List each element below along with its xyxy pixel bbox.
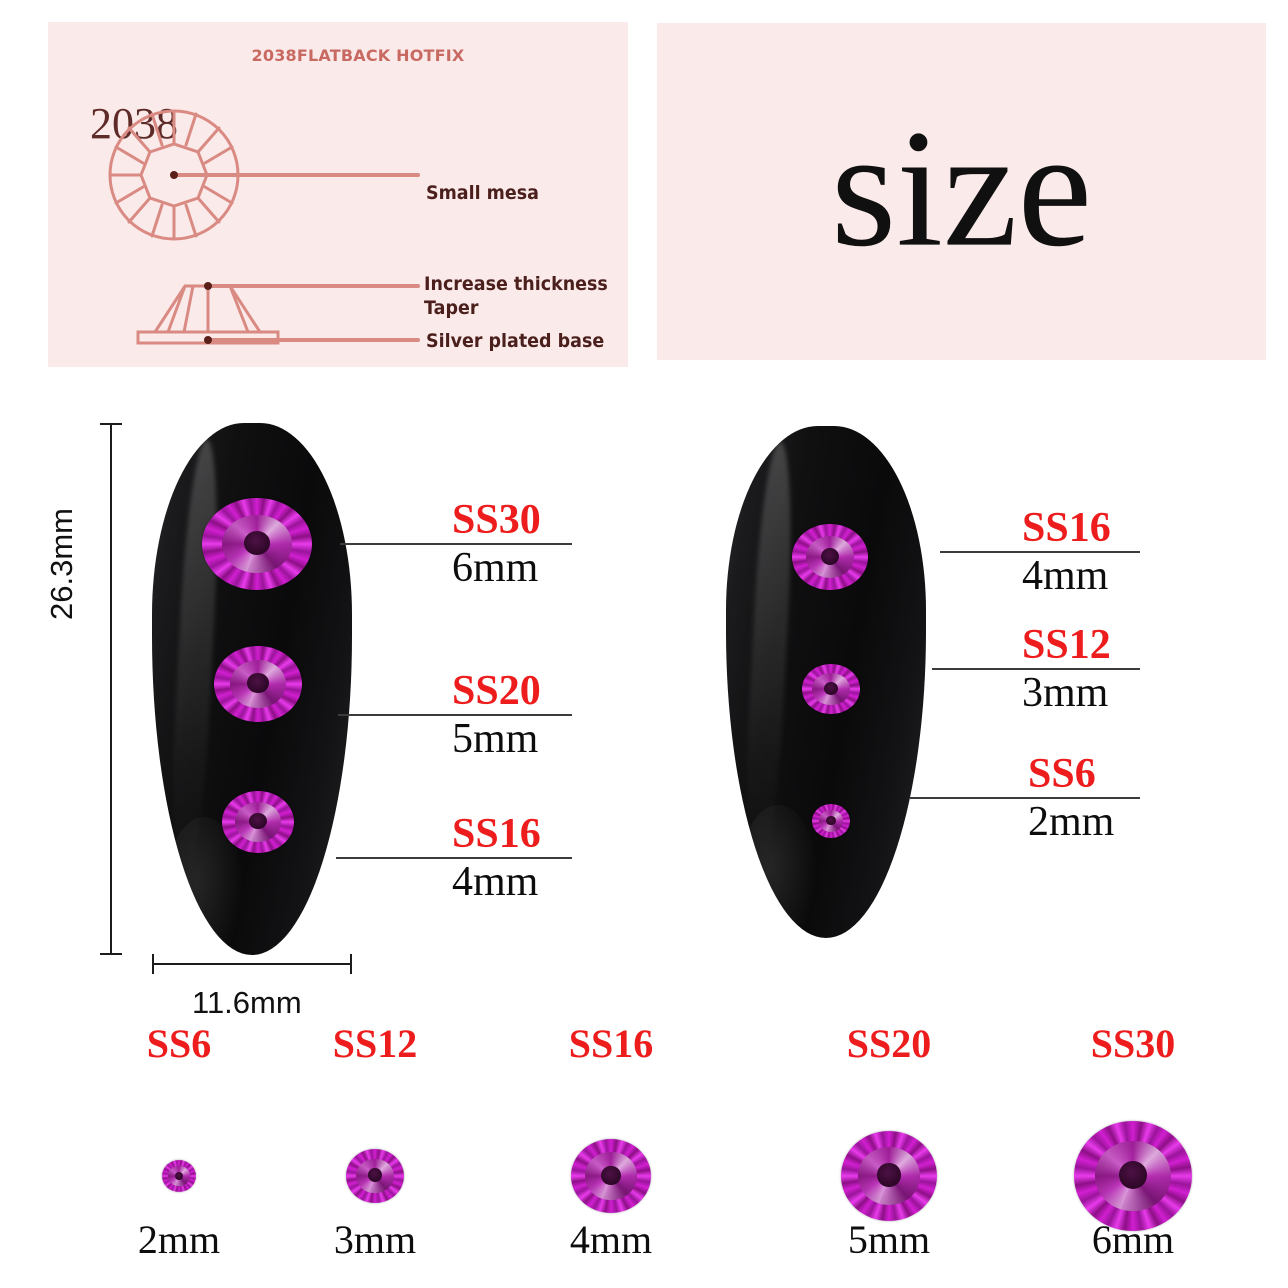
gem-center — [247, 673, 269, 694]
dimension-line-height — [100, 423, 122, 955]
callout-ss-label: SS20 — [452, 668, 541, 714]
callout-ss-label: SS16 — [452, 811, 541, 857]
gem-center — [820, 547, 840, 565]
size-row-item-ss12: SS12 3mm — [282, 1024, 468, 1260]
callout-mm-label: 2mm — [1028, 799, 1115, 845]
callout-mm-label: 5mm — [452, 716, 539, 762]
size-row-item-ss16: SS16 4mm — [518, 1024, 704, 1260]
size-row-item-ss20: SS20 5mm — [796, 1024, 982, 1260]
callout-mm-label: 4mm — [1022, 553, 1109, 599]
nail-left — [152, 423, 352, 955]
gem-ss16 — [792, 524, 868, 590]
dimension-height-text: 26.3mm — [44, 508, 79, 620]
callout-ss-label: SS6 — [1028, 751, 1096, 797]
leader-line-ss16-right — [940, 551, 1140, 553]
gem-center — [826, 816, 836, 826]
diagram-label-silver-plated-base: Silver plated base — [426, 330, 605, 352]
size-row-mm-label: 3mm — [333, 1217, 417, 1262]
size-row-mm-label: 6mm — [1091, 1217, 1175, 1262]
diagram-label-taper: Taper — [424, 297, 479, 319]
diagram-label-increase-thickness: Increase thickness — [424, 273, 608, 295]
size-row-ss-label: SS30 — [1090, 1021, 1176, 1066]
dimension-line-width — [152, 954, 352, 974]
leader-line-ss12 — [932, 668, 1140, 670]
gem-ss16 — [222, 791, 294, 853]
callout-ss-label: SS30 — [452, 497, 541, 543]
size-row-ss-label: SS6 — [146, 1021, 212, 1066]
callout-ss-label: SS16 — [1022, 505, 1111, 551]
diagram-label-small-mesa: Small mesa — [426, 182, 539, 204]
leader-line-ss20 — [338, 714, 572, 716]
dimension-width-text: 11.6mm — [192, 985, 302, 1020]
leader-line-ss30 — [340, 543, 572, 545]
size-row-mm-label: 5mm — [847, 1217, 931, 1262]
gem-ss30 — [202, 498, 312, 590]
gem-center — [249, 813, 267, 830]
gem-center — [601, 1165, 621, 1185]
flatback-structure-drawing — [108, 109, 420, 345]
gem-ss6 — [162, 1160, 196, 1192]
callout-mm-label: 6mm — [452, 545, 539, 591]
gem-center — [1118, 1160, 1148, 1190]
nail-right — [726, 426, 926, 938]
size-row-ss-label: SS16 — [568, 1021, 654, 1066]
callout-ss-label: SS12 — [1022, 622, 1111, 668]
gem-ss20 — [841, 1131, 937, 1221]
gem-center — [877, 1163, 901, 1187]
gem-ss12 — [802, 664, 860, 714]
size-row-item-ss30: SS30 6mm — [1040, 1024, 1226, 1260]
gem-center — [824, 682, 838, 695]
gem-ss20 — [214, 646, 302, 722]
leader-line-ss16-left — [336, 857, 572, 859]
gem-ss16 — [571, 1139, 651, 1213]
size-row-mm-label: 2mm — [137, 1217, 221, 1262]
size-row-mm-label: 4mm — [569, 1217, 653, 1262]
leader-line-ss6 — [910, 797, 1140, 799]
size-heading-panel: size — [657, 23, 1266, 360]
gem-ss30 — [1074, 1121, 1192, 1231]
diagram-title: 2038FLATBACK HOTFIX — [251, 46, 465, 65]
gem-center — [368, 1168, 382, 1183]
size-row-ss-label: SS12 — [332, 1021, 418, 1066]
gem-ss12 — [346, 1149, 404, 1203]
size-heading-text: size — [830, 95, 1093, 282]
size-row-ss-label: SS20 — [846, 1021, 932, 1066]
size-row-item-ss6: SS6 2mm — [86, 1024, 272, 1260]
gem-ss6 — [812, 804, 850, 838]
callout-mm-label: 4mm — [452, 859, 539, 905]
callout-mm-label: 3mm — [1022, 670, 1109, 716]
gem-center — [243, 531, 271, 556]
gem-center — [174, 1171, 184, 1180]
flatback-diagram-panel: 2038FLATBACK HOTFIX 2038 — [48, 22, 628, 367]
